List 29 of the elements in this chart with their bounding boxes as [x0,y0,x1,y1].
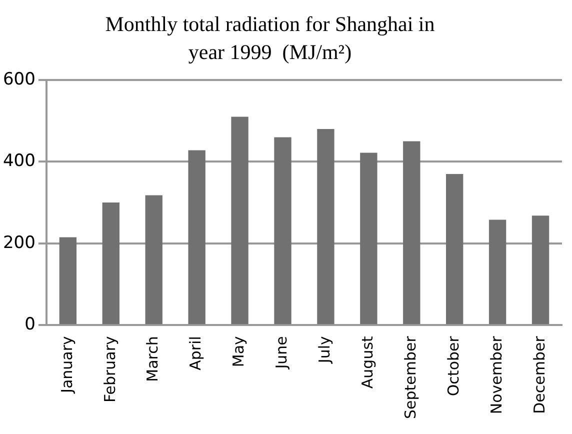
bar [488,220,506,324]
bar [59,237,77,324]
x-tick-label: December [530,335,548,414]
y-tick-label: 0 [24,314,36,335]
x-tick-label: July [316,336,334,364]
chart-title: Monthly total radiation for Shanghai in year 1999 (MJ/m²) [104,11,436,66]
bar [317,129,334,324]
x-tick-label: February [100,336,119,403]
x-tick-label: January [58,336,76,394]
x-tick-label: June [272,336,291,370]
bar [446,174,464,324]
x-tick-label: April [186,336,205,370]
x-tick-label: September [402,335,420,420]
y-tick-label: 200 [2,232,36,253]
x-tick-label: March [144,336,162,382]
x-tick-label: August [358,336,377,389]
bar [274,137,292,324]
bar [360,152,378,324]
bar [403,141,420,324]
bar [188,150,206,324]
y-tick-label: 400 [2,151,36,172]
bar [102,202,120,324]
x-tick-label: May [230,336,248,368]
bar [145,195,162,324]
bar [532,216,550,324]
x-tick-label: November [487,335,506,414]
bar [231,116,248,324]
x-tick-label: October [444,335,462,396]
y-tick-label: 600 [2,69,36,90]
